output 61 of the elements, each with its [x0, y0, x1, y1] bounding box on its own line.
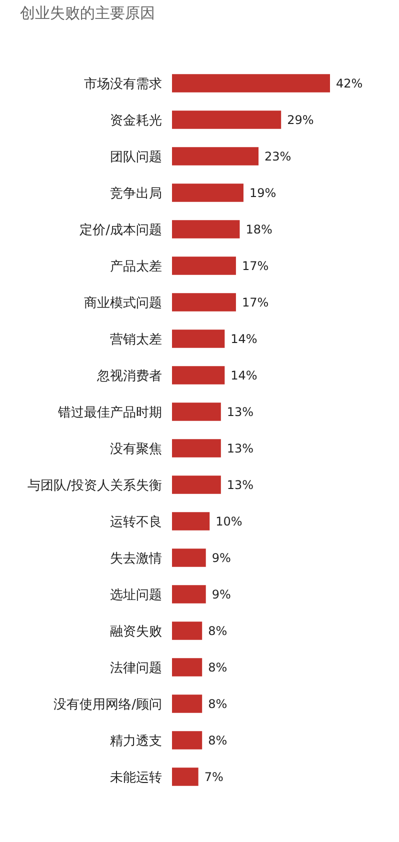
data-label: 8% — [208, 660, 228, 674]
y-tick-label: 团队问题 — [110, 150, 162, 165]
data-label: 18% — [246, 222, 272, 236]
bar — [172, 256, 236, 275]
y-tick-label: 精力透支 — [110, 734, 162, 749]
data-label: 13% — [226, 441, 254, 456]
bar — [172, 147, 259, 166]
y-tick-label: 产品太差 — [110, 259, 162, 274]
y-tick-label: 商业模式问题 — [84, 296, 162, 311]
data-label: 19% — [249, 186, 276, 200]
bar — [172, 622, 202, 640]
y-tick-label: 资金耗光 — [110, 113, 162, 128]
y-tick-label: 选址问题 — [110, 588, 162, 603]
bar — [172, 512, 210, 530]
data-label: 13% — [226, 478, 254, 492]
bar — [172, 330, 225, 348]
data-label: 14% — [230, 368, 258, 382]
bar — [172, 293, 236, 312]
bar — [172, 184, 244, 202]
data-label: 17% — [242, 258, 269, 273]
chart-title: 创业失败的主要原因 — [20, 4, 155, 22]
bar — [172, 74, 330, 92]
y-tick-label: 营销太差 — [110, 332, 162, 348]
bar — [172, 658, 202, 676]
data-label: 14% — [230, 332, 258, 346]
y-tick-label: 与团队/投资人关系失衡 — [28, 478, 162, 494]
bar — [172, 476, 221, 494]
bar — [172, 548, 206, 567]
y-tick-label: 没有聚焦 — [110, 442, 162, 457]
data-label: 8% — [208, 696, 228, 711]
bar — [172, 731, 202, 750]
bar — [172, 768, 198, 786]
data-label: 8% — [208, 624, 228, 638]
bar — [172, 110, 282, 129]
y-tick-label: 忽视消费者 — [96, 368, 162, 384]
data-label: 42% — [336, 76, 363, 90]
data-label: 17% — [242, 295, 269, 310]
data-label: 29% — [287, 112, 314, 127]
bar — [172, 439, 221, 458]
bar — [172, 694, 202, 713]
data-label: 23% — [264, 149, 292, 164]
y-tick-label: 法律问题 — [110, 660, 162, 676]
y-tick-label: 运转不良 — [110, 514, 162, 530]
y-tick-label: 未能运转 — [110, 770, 162, 786]
y-tick-label: 定价/成本问题 — [80, 222, 162, 238]
y-tick-label: 错过最佳产品时期 — [57, 405, 162, 420]
data-label: 9% — [212, 587, 231, 602]
bar — [172, 402, 221, 421]
data-label: 10% — [216, 514, 242, 528]
data-label: 7% — [204, 770, 224, 784]
bar — [172, 366, 225, 384]
y-tick-label: 融资失败 — [110, 624, 162, 640]
y-tick-label: 竞争出局 — [110, 186, 162, 202]
y-tick-label: 市场没有需求 — [84, 76, 162, 92]
data-label: 9% — [212, 550, 231, 565]
y-tick-label: 失去激情 — [110, 551, 162, 566]
bar — [172, 585, 206, 604]
data-label: 13% — [226, 404, 254, 419]
data-label: 8% — [208, 733, 228, 748]
y-tick-label: 没有使用网络/顾问 — [54, 697, 162, 712]
bar — [172, 220, 240, 238]
